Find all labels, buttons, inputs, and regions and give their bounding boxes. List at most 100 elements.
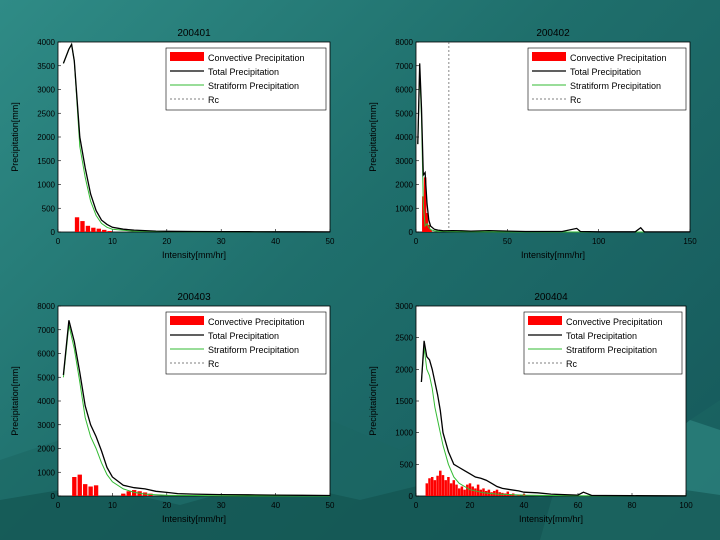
convective-bar	[427, 224, 431, 232]
chart-1: 200401 Precipitation[mm] Intensity[mm/hr] 0…	[10, 28, 335, 260]
legend-label: Stratiform Precipitation	[208, 81, 299, 91]
x-axis-label: Intensity[mm/hr]	[519, 514, 583, 524]
legend-swatch-convective	[170, 52, 204, 61]
x-tick-label: 50	[326, 237, 335, 246]
x-tick-label: 20	[162, 501, 171, 510]
chart-4: 200404 Precipitation[mm] Intensity[mm/hr] 0…	[368, 292, 693, 524]
convective-bar	[457, 488, 461, 496]
x-axis-label: Intensity[mm/hr]	[162, 514, 226, 524]
x-tick-label: 0	[414, 501, 419, 510]
convective-bar	[83, 484, 88, 496]
convective-bar	[429, 229, 432, 232]
y-tick-label: 500	[42, 204, 56, 213]
chart-title: 200401	[177, 28, 211, 39]
chart-panel-2: 200402 Precipitation[mm] Intensity[mm/hr] 0…	[360, 0, 720, 270]
total-line	[420, 340, 687, 497]
y-tick-label: 3500	[37, 62, 55, 71]
total-line	[62, 42, 331, 233]
x-tick-label: 40	[271, 501, 280, 510]
convective-bar	[72, 477, 77, 496]
convective-bar	[452, 480, 456, 496]
x-tick-label: 0	[56, 237, 61, 246]
convective-bar	[447, 477, 450, 496]
legend-label: Total Precipitation	[208, 67, 279, 77]
x-tick-label: 100	[679, 501, 693, 510]
y-tick-label: 1000	[395, 204, 413, 213]
x-tick-label: 20	[162, 237, 171, 246]
convective-bar	[91, 227, 96, 232]
y-tick-label: 4000	[37, 397, 55, 406]
legend-label: Convective Precipitation	[566, 317, 663, 327]
convective-bar	[476, 484, 480, 496]
legend-label: Total Precipitation	[208, 331, 279, 341]
convective-bar	[490, 492, 493, 496]
x-tick-label: 60	[574, 501, 583, 510]
y-tick-label: 2500	[395, 334, 413, 343]
y-tick-label: 8000	[37, 302, 55, 311]
y-tick-label: 1000	[37, 181, 55, 190]
y-tick-label: 3000	[37, 86, 55, 95]
legend-label: Convective Precipitation	[208, 317, 305, 327]
convective-bar	[96, 228, 101, 232]
convective-bar	[74, 217, 80, 232]
y-tick-label: 6000	[395, 86, 413, 95]
total-line	[62, 320, 331, 497]
convective-bar	[425, 483, 429, 496]
chart-panel-1: 200401 Precipitation[mm] Intensity[mm/hr] 0…	[0, 0, 360, 270]
legend-label: Stratiform Precipitation	[570, 81, 661, 91]
chart-2: 200402 Precipitation[mm] Intensity[mm/hr] 0…	[368, 28, 697, 260]
convective-bar	[436, 475, 439, 496]
convective-bar	[430, 477, 434, 496]
y-tick-label: 1500	[37, 157, 55, 166]
legend-swatch-convective	[532, 52, 566, 61]
y-tick-label: 0	[51, 492, 56, 501]
convective-bar	[463, 489, 466, 496]
x-tick-label: 50	[503, 237, 512, 246]
x-tick-label: 0	[414, 237, 419, 246]
chart-panel-4: 200404 Precipitation[mm] Intensity[mm/hr] 0…	[360, 270, 720, 540]
convective-bar	[471, 486, 474, 496]
x-tick-label: 10	[108, 237, 117, 246]
y-tick-label: 5000	[395, 109, 413, 118]
convective-bar	[126, 491, 131, 496]
convective-bar	[102, 229, 107, 232]
y-tick-label: 3000	[395, 157, 413, 166]
x-tick-label: 0	[56, 501, 61, 510]
y-tick-label: 8000	[395, 38, 413, 47]
y-tick-label: 2500	[37, 109, 55, 118]
chart-title: 200402	[536, 28, 570, 39]
convective-bar	[80, 221, 85, 232]
legend-label: Rc	[208, 359, 219, 369]
convective-bar	[93, 485, 99, 496]
convective-bar	[495, 489, 499, 496]
y-tick-label: 3000	[37, 421, 55, 430]
y-tick-label: 2000	[37, 445, 55, 454]
x-tick-label: 40	[271, 237, 280, 246]
x-axis-label: Intensity[mm/hr]	[521, 250, 585, 260]
y-tick-label: 1000	[37, 468, 55, 477]
y-tick-label: 0	[51, 228, 56, 237]
y-tick-label: 0	[409, 228, 414, 237]
convective-bar	[506, 491, 510, 496]
total-line	[417, 63, 691, 233]
convective-bar	[482, 488, 485, 496]
convective-bar	[422, 196, 425, 232]
y-axis-label: Precipitation[mm]	[368, 102, 378, 172]
x-tick-label: 40	[520, 501, 529, 510]
convective-bar	[460, 486, 464, 496]
legend-label: Rc	[208, 95, 219, 105]
y-tick-label: 4000	[395, 133, 413, 142]
y-tick-label: 7000	[37, 326, 55, 335]
y-tick-label: 0	[409, 492, 414, 501]
legend-label: Convective Precipitation	[208, 53, 305, 63]
y-axis-label: Precipitation[mm]	[10, 102, 20, 172]
y-axis-label: Precipitation[mm]	[368, 366, 378, 436]
y-tick-label: 500	[400, 460, 414, 469]
legend-label: Convective Precipitation	[570, 53, 667, 63]
convective-bar	[425, 213, 429, 232]
convective-bar	[121, 493, 126, 496]
convective-bar	[107, 231, 112, 232]
convective-bar	[433, 480, 437, 496]
chart-3: 200403 Precipitation[mm] Intensity[mm/hr] 0…	[10, 292, 335, 524]
y-tick-label: 6000	[37, 350, 55, 359]
